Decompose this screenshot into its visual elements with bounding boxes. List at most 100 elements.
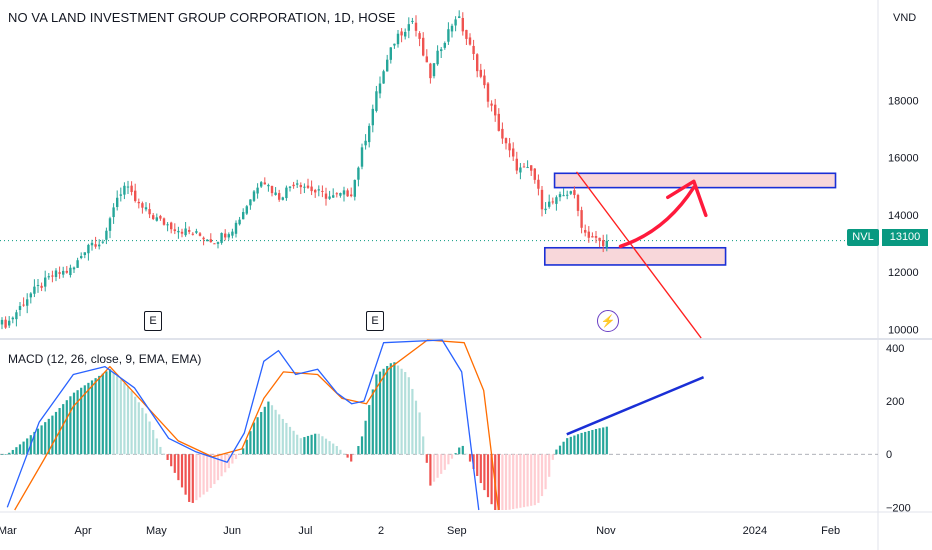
macd-histogram-bar [177, 454, 180, 481]
candle-body [213, 243, 216, 245]
macd-histogram-bar [465, 453, 468, 455]
candle-body [231, 231, 234, 236]
candle-body [152, 215, 155, 220]
macd-histogram-bar [105, 371, 108, 455]
macd-histogram-bar [83, 385, 86, 455]
macd-indicator-title[interactable]: MACD (12, 26, close, 9, EMA, EMA) [8, 352, 202, 366]
macd-histogram-bar [508, 454, 511, 510]
breakout-arrow [618, 185, 696, 249]
macd-histogram-bar [432, 454, 436, 482]
price-axis-tick-label: 12000 [888, 267, 919, 279]
macd-histogram-bar [476, 454, 479, 477]
macd-histogram-bar [450, 454, 454, 459]
macd-histogram-bar [594, 429, 598, 455]
macd-histogram-bar [260, 412, 263, 455]
candle-body [407, 24, 410, 31]
candle-body [260, 182, 263, 187]
candle-body [94, 244, 97, 247]
macd-histogram-bar [87, 382, 90, 455]
macd-histogram-bar [101, 373, 104, 455]
macd-histogram-bar [141, 407, 144, 455]
earnings-event-icon[interactable]: E [366, 311, 384, 331]
candle-body [591, 236, 594, 238]
candle-body [137, 201, 140, 204]
candle-body [299, 185, 302, 188]
macd-histogram-bar [137, 402, 140, 455]
candle-body [234, 222, 238, 234]
macd-histogram-bar [393, 362, 396, 455]
lightning-bolt-icon[interactable]: ⚡ [597, 310, 619, 332]
candle-body [116, 197, 119, 207]
candle-body [411, 20, 414, 22]
candle-body [580, 210, 583, 228]
price-axis-tick-label: 16000 [888, 153, 919, 165]
macd-histogram-bar [537, 454, 540, 503]
candle-body [584, 229, 587, 233]
macd-histogram-bar [396, 365, 400, 455]
macd-histogram-bar [15, 447, 18, 455]
candle-body [270, 185, 274, 194]
candle-body [72, 267, 76, 270]
macd-histogram-bar [22, 441, 25, 455]
candle-body [22, 304, 25, 306]
macd-histogram-bar [33, 431, 36, 455]
candle-body [141, 203, 144, 208]
candle-body [224, 233, 227, 238]
candle-body [130, 185, 133, 193]
candle-body [310, 186, 313, 192]
candle-body [184, 228, 187, 236]
candle-body [188, 230, 191, 232]
macd-histogram-bar [360, 436, 364, 455]
macd-histogram-bar [429, 454, 432, 486]
macd-histogram-bar [274, 409, 277, 455]
candle-body [314, 189, 317, 193]
candle-body [256, 187, 259, 194]
macd-histogram-bar [44, 422, 47, 455]
candle-body [566, 194, 569, 196]
macd-histogram-bar [350, 454, 353, 462]
candle-body [512, 148, 515, 157]
macd-histogram-bar [483, 454, 486, 491]
candle-body [51, 275, 54, 277]
macd-histogram-bar [134, 396, 137, 455]
candle-body [353, 180, 356, 197]
macd-histogram-bar [371, 389, 374, 455]
earnings-event-icon[interactable]: E [144, 311, 162, 331]
macd-histogram-bar [458, 447, 461, 455]
macd-histogram-bar [587, 430, 590, 455]
candle-body [166, 224, 169, 226]
candle-body [472, 45, 475, 54]
macd-histogram-bar [184, 454, 187, 495]
macd-histogram-bar [497, 454, 500, 510]
macd-histogram-bar [569, 436, 572, 455]
macd-histogram-bar [285, 422, 288, 455]
macd-histogram-bar [328, 441, 331, 455]
candle-body [461, 17, 464, 32]
macd-histogram-bar [116, 376, 119, 455]
macd-histogram-bar [8, 452, 11, 455]
macd-histogram-bar [90, 380, 94, 455]
candle-body [454, 19, 457, 26]
macd-histogram-bar [270, 405, 274, 455]
candle-body [267, 184, 270, 187]
candle-body [18, 306, 22, 311]
candle-body [317, 189, 320, 191]
macd-histogram-bar [231, 454, 234, 464]
macd-histogram-bar [422, 436, 425, 455]
candle-body [418, 33, 421, 39]
candle-body [375, 91, 378, 111]
candle-body [36, 285, 40, 287]
macd-histogram-bar [249, 431, 252, 455]
candle-body [371, 108, 374, 126]
candle-body [447, 29, 450, 42]
candle-body [44, 277, 47, 287]
macd-histogram-bar [292, 430, 295, 455]
macd-histogram-bar [51, 415, 54, 455]
candle-body [324, 193, 328, 199]
candle-body [177, 230, 180, 233]
candle-body [540, 189, 544, 210]
macd-histogram-bar [224, 454, 227, 473]
macd-histogram-bar [173, 454, 176, 473]
macd-histogram-bar [296, 434, 299, 455]
